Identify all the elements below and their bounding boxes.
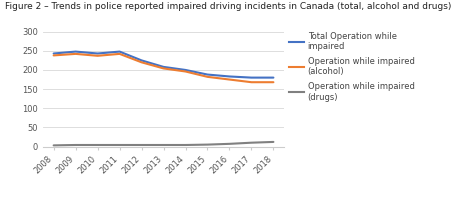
Operation while impaired
(drugs) <box>205 143 210 146</box>
Total Operation while
impaired <box>205 73 210 76</box>
Operation while impaired
(alcohol) <box>117 53 122 55</box>
Operation while impaired
(alcohol) <box>51 54 56 57</box>
Operation while impaired
(alcohol) <box>73 53 79 55</box>
Total Operation while
impaired <box>139 59 145 62</box>
Operation while impaired
(alcohol) <box>271 81 276 83</box>
Operation while impaired
(alcohol) <box>95 55 100 57</box>
Line: Total Operation while
impaired: Total Operation while impaired <box>54 52 273 78</box>
Total Operation while
impaired <box>182 69 188 71</box>
Operation while impaired
(drugs) <box>227 143 232 145</box>
Operation while impaired
(drugs) <box>73 144 79 146</box>
Operation while impaired
(drugs) <box>271 141 276 143</box>
Line: Operation while impaired
(alcohol): Operation while impaired (alcohol) <box>54 54 273 82</box>
Operation while impaired
(alcohol) <box>248 81 254 83</box>
Text: Figure 2 – Trends in police reported impaired driving incidents in Canada (total: Figure 2 – Trends in police reported imp… <box>5 2 451 11</box>
Total Operation while
impaired <box>161 66 166 68</box>
Operation while impaired
(drugs) <box>95 144 100 146</box>
Operation while impaired
(drugs) <box>117 144 122 146</box>
Operation while impaired
(alcohol) <box>205 76 210 78</box>
Total Operation while
impaired <box>248 76 254 79</box>
Total Operation while
impaired <box>271 76 276 79</box>
Operation while impaired
(drugs) <box>182 144 188 146</box>
Operation while impaired
(drugs) <box>248 142 254 144</box>
Operation while impaired
(drugs) <box>161 144 166 146</box>
Line: Operation while impaired
(drugs): Operation while impaired (drugs) <box>54 142 273 145</box>
Legend: Total Operation while
impaired, Operation while impaired
(alcohol), Operation wh: Total Operation while impaired, Operatio… <box>289 32 414 102</box>
Total Operation while
impaired <box>73 50 79 53</box>
Operation while impaired
(alcohol) <box>161 67 166 70</box>
Operation while impaired
(drugs) <box>51 144 56 147</box>
Operation while impaired
(alcohol) <box>139 61 145 64</box>
Total Operation while
impaired <box>227 75 232 78</box>
Total Operation while
impaired <box>51 52 56 55</box>
Operation while impaired
(drugs) <box>139 144 145 146</box>
Operation while impaired
(alcohol) <box>227 78 232 81</box>
Operation while impaired
(alcohol) <box>182 70 188 73</box>
Total Operation while
impaired <box>95 52 100 55</box>
Total Operation while
impaired <box>117 50 122 53</box>
